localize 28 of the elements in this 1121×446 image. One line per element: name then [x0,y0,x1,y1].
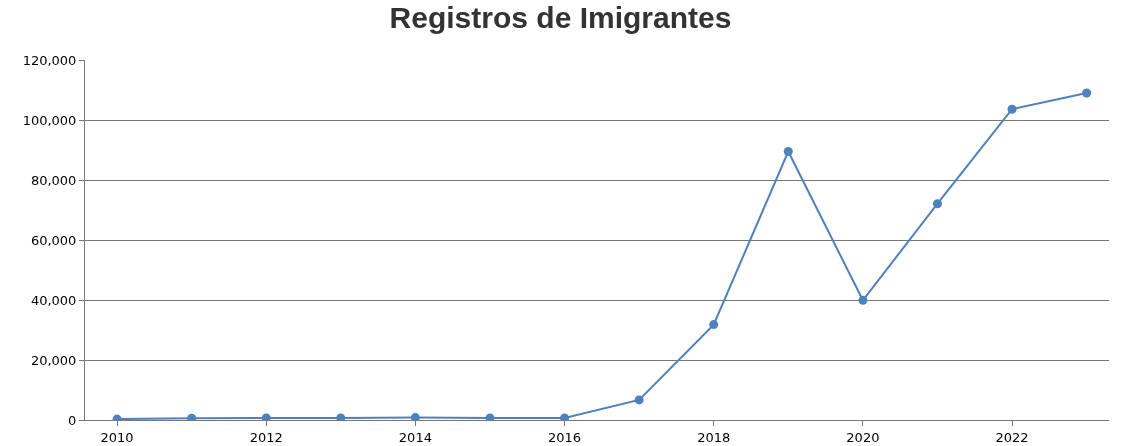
x-tick-label: 2012 [249,429,283,445]
point [634,395,644,405]
y-tick-label: 120,000 [22,52,77,68]
x-tick-label: 2018 [697,429,731,445]
y-tick-label: 100,000 [22,112,77,128]
x-tick-label: 2022 [995,429,1029,445]
point [709,320,719,330]
x-tick-label: 2014 [398,429,432,445]
point [1082,88,1092,98]
y-tick-label: 0 [68,412,77,428]
x-tick-label: 2010 [100,429,134,445]
point [485,413,495,420]
y-tick-label: 40,000 [30,292,77,308]
point [858,295,868,305]
chart-title: Registros de Imigrantes [389,0,732,34]
x-tick-label: 2016 [548,429,582,445]
y-tick-label: 80,000 [30,172,77,188]
point [336,413,346,420]
point [932,199,942,209]
x-tick-label: 2020 [846,429,880,445]
point [410,413,420,420]
y-tick-label: 20,000 [30,352,77,368]
point [187,413,197,420]
y-tick-label: 60,000 [30,232,77,248]
point [560,413,570,420]
point [1007,104,1017,114]
point [261,413,271,420]
point [783,147,793,156]
